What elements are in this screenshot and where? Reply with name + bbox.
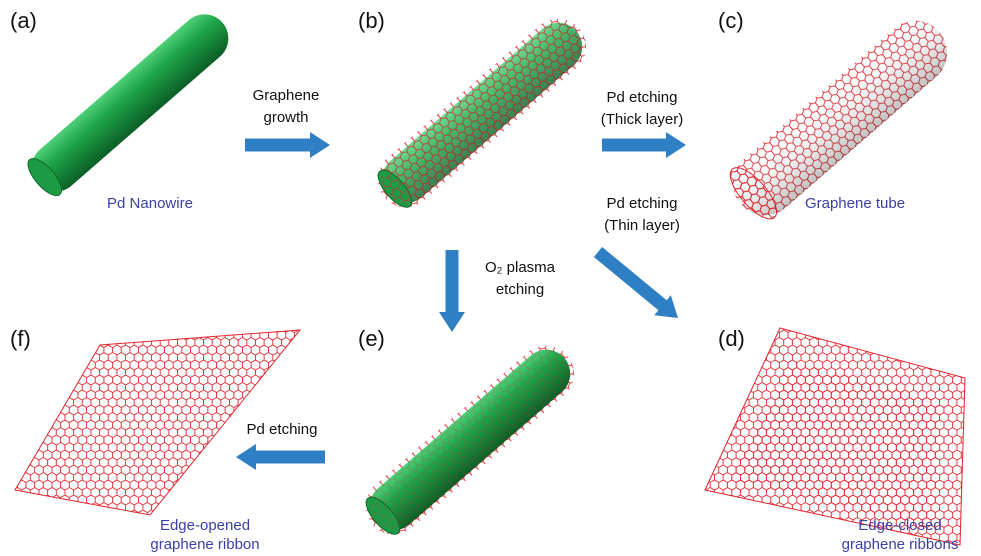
arrow-label: (Thin layer) [604, 217, 680, 234]
arrow-label: etching [496, 281, 544, 298]
panel-label: (e) [358, 326, 385, 351]
arrow [602, 132, 686, 158]
nanowire [22, 5, 238, 202]
tube [366, 7, 597, 219]
panel-label: (b) [358, 8, 385, 33]
panel-label: (d) [718, 326, 745, 351]
arrow-label: Pd etching [607, 89, 678, 106]
arrow-label: growth [263, 109, 308, 126]
caption: graphene ribbons [842, 536, 959, 553]
panel-label: (f) [10, 326, 31, 351]
graphene-overlay [372, 13, 592, 213]
caption: graphene ribbon [150, 536, 259, 553]
diagram: (a) Pd Nanowire (b) (c) Graphene tube (d) Edge… [0, 0, 981, 556]
caption: Edge-opened [160, 517, 250, 534]
arrow-label: O₂ plasma [485, 259, 556, 276]
arrow [245, 132, 330, 158]
arrow-label: Pd etching [247, 421, 318, 438]
caption: Graphene tube [805, 195, 905, 212]
caption: Pd Nanowire [107, 195, 193, 212]
tube [22, 5, 238, 202]
graphene-overlay [360, 340, 580, 540]
arrow [594, 247, 678, 318]
tube [354, 334, 585, 546]
panel-label: (c) [718, 8, 744, 33]
arrow-label: (Thick layer) [601, 111, 684, 128]
caption: Edge-closed [858, 517, 941, 534]
arrow-label: Pd etching [607, 195, 678, 212]
arrow [236, 444, 325, 470]
panel-label: (a) [10, 8, 37, 33]
arrow [439, 250, 465, 332]
arrow-label: Graphene [253, 87, 320, 104]
